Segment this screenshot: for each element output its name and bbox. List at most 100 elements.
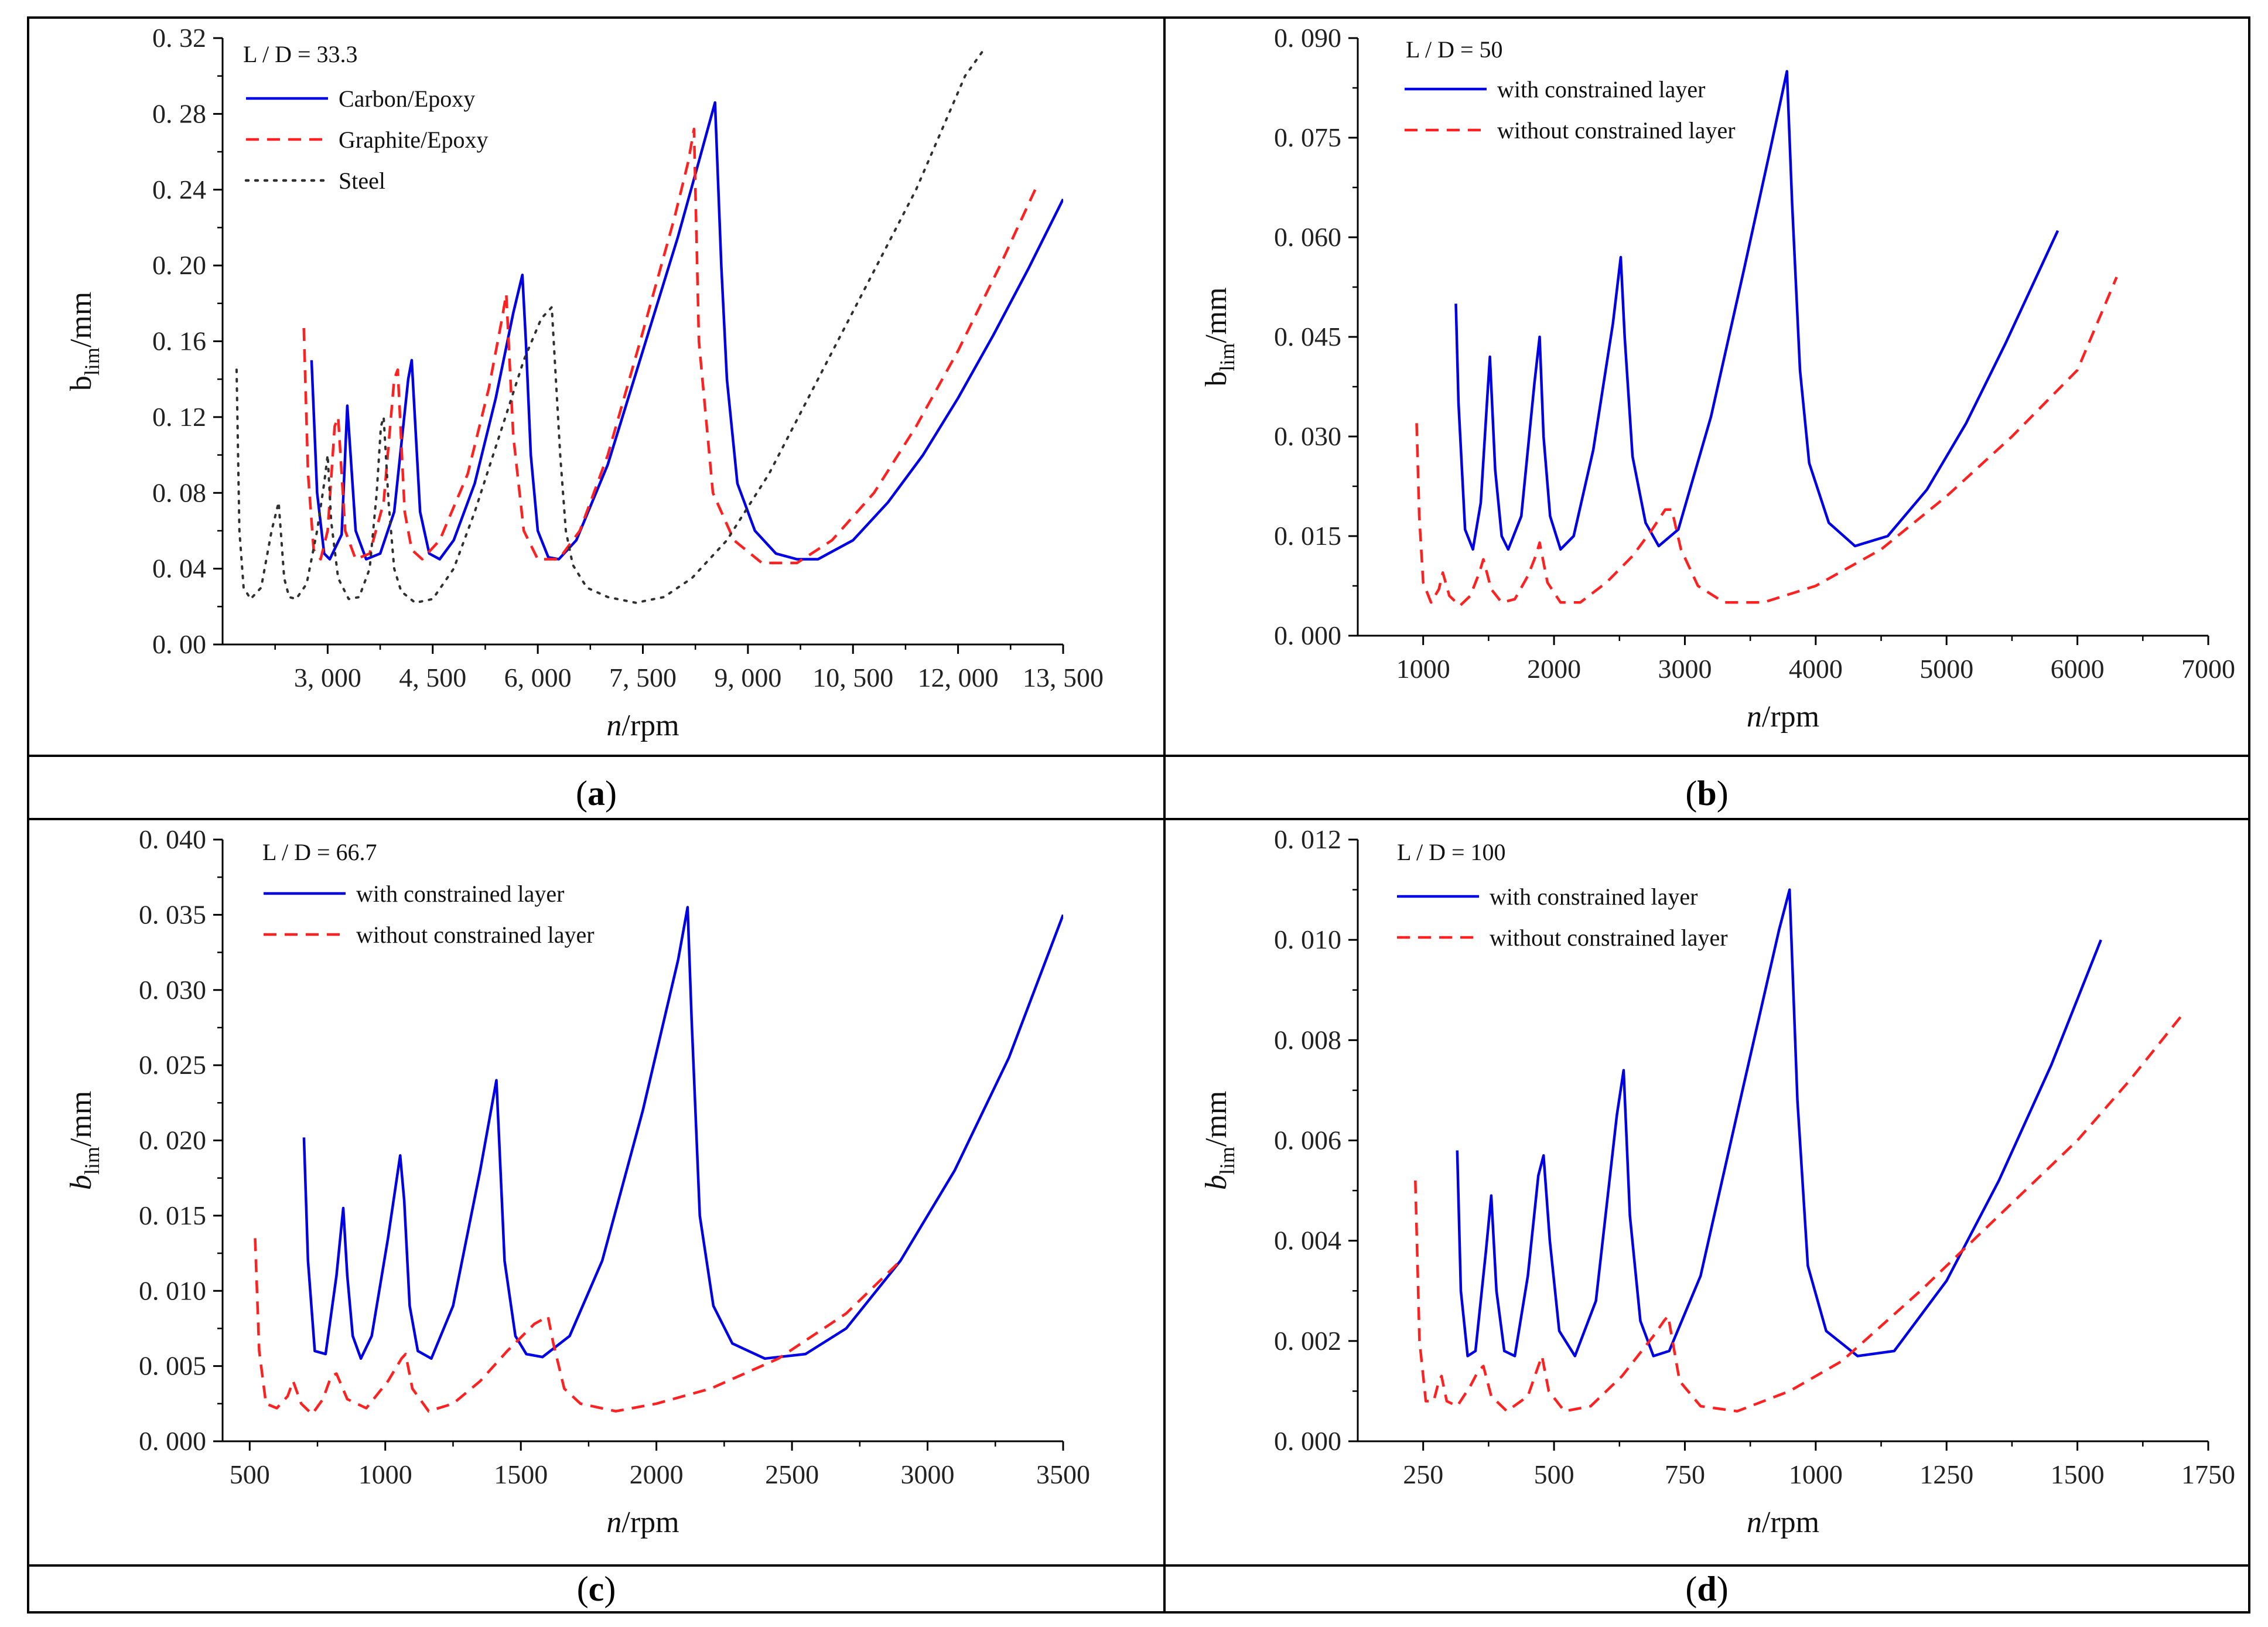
x-axis-label: n/rpm (1747, 1506, 1819, 1539)
x-tick-label: 750 (1665, 1459, 1705, 1489)
y-tick-label: 0. 000 (1274, 620, 1341, 650)
y-tick-label: 0. 04 (152, 554, 206, 584)
y-axis-label: blim/mm (1200, 1091, 1239, 1190)
panel-caption: (b) (1685, 774, 1728, 813)
x-tick-label: 9, 000 (714, 663, 781, 693)
x-tick-label: 10, 500 (812, 663, 893, 693)
panel-b: 1000 2000 3000 4000 5000 6000 7000 0. 000 0. 015… (1200, 23, 2235, 813)
x-tick-label: 2000 (630, 1459, 684, 1489)
x-tick-label: 12, 000 (918, 663, 999, 693)
y-tick-label: 0. 010 (139, 1275, 206, 1305)
x-tick-label: 3000 (901, 1459, 955, 1489)
panel-a: 3, 000 4, 500 6, 000 7, 500 9, 000 10, 500 12,… (64, 23, 1104, 813)
x-axis-label: n/rpm (606, 1506, 679, 1539)
legend-entry: with constrained layer (356, 881, 564, 907)
y-tick-label: 0. 008 (1274, 1025, 1341, 1055)
panel-c: 500 1000 1500 2000 2500 3000 3500 0. 000 0. 005 0… (64, 824, 1090, 1608)
y-axis-label: blim/mm (64, 292, 104, 391)
y-tick-label: 0. 030 (139, 975, 206, 1005)
y-tick-label: 0. 010 (1274, 925, 1341, 954)
y-tick-label: 0. 004 (1274, 1226, 1341, 1256)
series-line-graphite-epoxy (302, 127, 1037, 565)
y-tick-label: 0. 08 (152, 477, 206, 507)
x-tick-label: 1750 (2181, 1459, 2235, 1489)
y-tick-label: 0. 012 (1274, 824, 1341, 854)
legend-entry: Steel (339, 168, 385, 194)
panel-caption: (d) (1685, 1570, 1728, 1608)
panel-annotation: L / D = 100 (1397, 839, 1506, 865)
y-tick-label: 0. 025 (139, 1050, 206, 1080)
legend-entry: Graphite/Epoxy (339, 127, 489, 153)
panel-annotation: L / D = 33.3 (243, 41, 358, 67)
x-tick-label: 6, 000 (504, 663, 572, 693)
outer-border (27, 16, 2250, 1614)
y-tick-label: 0. 035 (139, 899, 206, 929)
x-tick-label: 1500 (2051, 1459, 2105, 1489)
legend: with constrained layer without constraine… (1397, 884, 1728, 951)
series-line-without-constrained-layer (1414, 1014, 2184, 1413)
series-line-with-constrained-layer (1456, 888, 2102, 1357)
legend-entry: without constrained layer (1490, 925, 1728, 951)
y-tick-label: 0. 28 (152, 98, 206, 128)
x-tick-label: 1500 (494, 1459, 548, 1489)
y-tick-label: 0. 00 (152, 629, 206, 659)
y-tick-label: 0. 075 (1274, 122, 1341, 152)
x-tick-label: 3500 (1036, 1459, 1090, 1489)
x-tick-label: 13, 500 (1023, 663, 1104, 693)
series-line-without-constrained-layer (254, 1238, 901, 1416)
x-tick-label: 5000 (1919, 654, 1973, 684)
y-tick-label: 0. 045 (1274, 322, 1341, 352)
x-axis-label: n/rpm (606, 709, 679, 742)
x-tick-label: 7000 (2181, 654, 2235, 684)
x-tick-label: 4000 (1789, 654, 1843, 684)
legend: with constrained layer without constraine… (264, 881, 595, 948)
legend-entry: with constrained layer (1497, 76, 1705, 103)
figure-frame (27, 16, 2250, 1614)
x-tick-label: 3000 (1658, 654, 1712, 684)
legend: with constrained layer without constraine… (1405, 76, 1736, 144)
y-tick-label: 0. 002 (1274, 1326, 1341, 1356)
x-tick-label: 250 (1403, 1459, 1443, 1489)
y-tick-label: 0. 090 (1274, 23, 1341, 53)
x-axis-label: n/rpm (1747, 700, 1819, 734)
y-tick-label: 0. 000 (139, 1426, 206, 1456)
legend-entry: without constrained layer (1497, 117, 1736, 144)
x-tick-label: 2500 (765, 1459, 819, 1489)
panel-annotation: L / D = 66.7 (262, 839, 377, 865)
x-tick-label: 1000 (358, 1459, 412, 1489)
series-line-steel (235, 50, 984, 604)
x-tick-label: 3, 000 (294, 663, 361, 693)
series-line-with-constrained-layer (1454, 70, 2059, 551)
y-axis-label: blim/mm (64, 1091, 104, 1190)
x-tick-label: 2000 (1527, 654, 1581, 684)
series-line-carbon-epoxy (310, 101, 1063, 561)
y-tick-label: 0. 005 (139, 1351, 206, 1381)
series-line-without-constrained-layer (1415, 277, 2118, 608)
y-axis-label: blim/mm (1200, 287, 1239, 386)
legend: Carbon/Epoxy Graphite/Epoxy Steel (244, 86, 489, 194)
y-tick-label: 0. 12 (152, 402, 206, 432)
y-tick-label: 0. 040 (139, 824, 206, 854)
series-line-with-constrained-layer (302, 906, 1063, 1360)
y-tick-label: 0. 060 (1274, 222, 1341, 252)
legend-entry: Carbon/Epoxy (339, 86, 475, 112)
x-tick-label: 7, 500 (609, 663, 677, 693)
y-tick-label: 0. 000 (1274, 1426, 1341, 1456)
y-tick-label: 0. 16 (152, 326, 206, 356)
panel-d: 250 500 750 1000 1250 1500 1750 0. 000 0. 002 0. … (1200, 824, 2235, 1608)
panel-annotation: L / D = 50 (1406, 36, 1503, 63)
x-tick-label: 1000 (1396, 654, 1450, 684)
y-tick-label: 0. 32 (152, 23, 206, 53)
x-tick-label: 500 (230, 1459, 270, 1489)
panel-caption: (c) (577, 1570, 616, 1608)
panel-caption: (a) (576, 774, 617, 813)
y-tick-label: 0. 20 (152, 250, 206, 280)
x-tick-label: 1000 (1789, 1459, 1843, 1489)
y-tick-label: 0. 006 (1274, 1125, 1341, 1155)
x-tick-label: 4, 500 (399, 663, 466, 693)
x-tick-label: 1250 (1919, 1459, 1973, 1489)
y-tick-label: 0. 030 (1274, 421, 1341, 451)
y-tick-label: 0. 24 (152, 175, 206, 204)
x-tick-label: 500 (1534, 1459, 1574, 1489)
